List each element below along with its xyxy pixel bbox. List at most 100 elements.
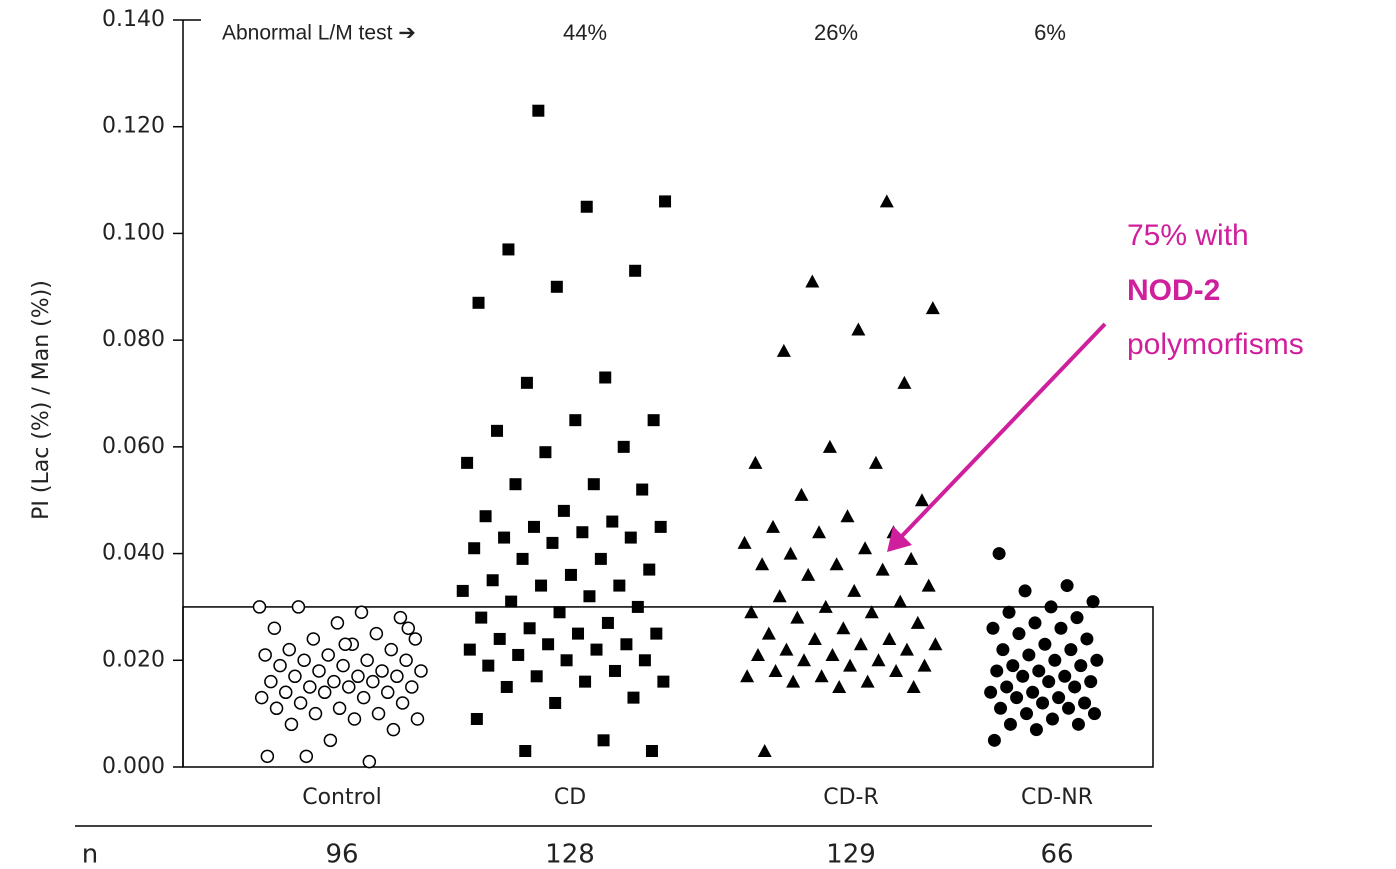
point — [1071, 717, 1085, 731]
point — [992, 547, 1006, 561]
point — [1048, 653, 1062, 667]
point — [456, 584, 469, 597]
point — [486, 574, 499, 587]
x-tick-label: Control — [302, 785, 382, 810]
point — [807, 631, 822, 645]
y-tick-label: 0.000 — [102, 754, 165, 779]
annotation: Abnormal L/M test ➔ — [222, 22, 416, 45]
point — [814, 669, 829, 683]
point — [264, 674, 278, 689]
point — [659, 195, 672, 208]
callout-text: polymorfisms — [1127, 328, 1304, 361]
point — [925, 301, 940, 315]
point — [502, 243, 515, 256]
point — [987, 733, 1001, 747]
point — [1090, 653, 1104, 667]
point — [1010, 691, 1024, 705]
point — [323, 733, 338, 748]
point — [1000, 680, 1014, 694]
point — [868, 455, 883, 469]
point — [470, 712, 483, 725]
point — [284, 717, 299, 732]
point — [1026, 685, 1040, 699]
point — [509, 478, 522, 491]
point — [1032, 664, 1046, 678]
point — [755, 557, 770, 571]
point — [1018, 584, 1032, 598]
point — [399, 653, 413, 668]
point — [549, 696, 562, 709]
point — [362, 754, 377, 769]
point — [786, 674, 801, 688]
point — [590, 643, 603, 656]
point — [354, 605, 369, 620]
point — [500, 680, 513, 693]
point — [748, 455, 763, 469]
point — [410, 712, 425, 726]
point — [1068, 680, 1082, 694]
point — [818, 599, 833, 613]
point — [875, 562, 890, 576]
point — [535, 579, 548, 592]
point — [613, 579, 626, 592]
point — [1087, 707, 1101, 721]
point — [297, 653, 311, 668]
point — [740, 669, 755, 683]
point — [1028, 616, 1042, 630]
x-tick-label: CD-R — [823, 785, 879, 810]
point — [308, 706, 323, 721]
point — [893, 594, 908, 608]
point — [657, 675, 670, 688]
point — [620, 638, 633, 651]
point — [336, 658, 350, 673]
point — [269, 701, 284, 716]
point — [645, 744, 658, 757]
count: 129 — [826, 840, 876, 869]
point — [864, 605, 879, 619]
point — [832, 679, 847, 693]
y-tick-label: 0.080 — [102, 327, 165, 352]
point — [1070, 611, 1084, 625]
point — [1058, 669, 1072, 683]
point — [321, 648, 335, 662]
point — [282, 642, 297, 657]
point — [627, 691, 640, 704]
point — [882, 631, 897, 645]
point — [512, 648, 525, 661]
point — [797, 653, 812, 667]
point — [1003, 717, 1017, 731]
point — [829, 557, 844, 571]
point — [860, 674, 875, 688]
point — [617, 440, 630, 453]
point — [579, 675, 592, 688]
point — [498, 531, 511, 544]
n-label: n — [82, 840, 98, 869]
point — [606, 515, 619, 528]
point — [338, 637, 353, 652]
abnormal-percent: 44% — [563, 20, 607, 45]
point — [629, 264, 642, 277]
point — [583, 590, 596, 603]
point — [1016, 669, 1030, 683]
point — [569, 414, 582, 427]
point — [1064, 643, 1078, 657]
point — [557, 504, 570, 517]
point — [1022, 648, 1036, 662]
point — [527, 520, 540, 533]
point — [530, 670, 543, 683]
point — [1078, 696, 1092, 710]
point — [546, 536, 559, 549]
point — [560, 654, 573, 667]
point — [624, 531, 637, 544]
point — [550, 280, 563, 293]
point — [369, 626, 384, 641]
point — [594, 552, 607, 565]
point — [288, 669, 302, 684]
x-tick-label: CD — [554, 785, 586, 810]
point — [332, 701, 347, 716]
point — [794, 487, 809, 501]
point — [1002, 605, 1016, 619]
point — [906, 679, 921, 693]
count: 96 — [325, 840, 358, 869]
point — [897, 375, 912, 389]
